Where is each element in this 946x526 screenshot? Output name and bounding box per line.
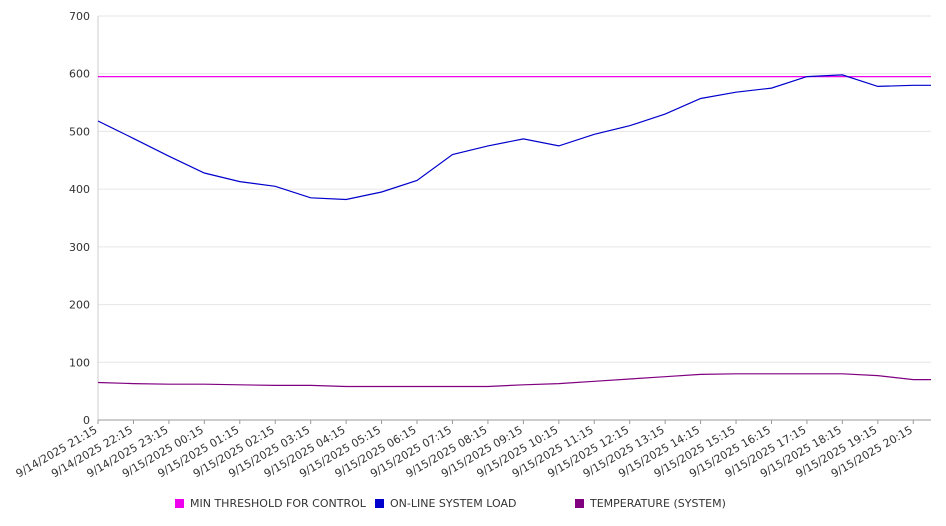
axes: [97, 16, 931, 424]
legend-label-min-threshold: MIN THRESHOLD FOR CONTROL: [190, 497, 366, 510]
legend-item-min-threshold[interactable]: MIN THRESHOLD FOR CONTROL: [175, 497, 366, 510]
x-tick-labels: 9/14/2025 21:159/14/2025 22:159/14/2025 …: [14, 423, 915, 480]
legend-swatch-min-threshold: [175, 499, 184, 508]
y-tick-label: 600: [69, 68, 90, 81]
y-tick-labels: 0 100 200 300 400 500 600 700: [69, 10, 90, 427]
legend-label-temperature: TEMPERATURE (SYSTEM): [590, 497, 726, 510]
gridlines: [98, 15, 931, 363]
y-tick-label: 300: [69, 241, 90, 254]
y-tick-label: 100: [69, 356, 90, 369]
legend-swatch-temperature: [575, 499, 584, 508]
series-line-1: [97, 74, 931, 201]
series-line-2: [97, 373, 931, 388]
y-tick-label: 0: [83, 414, 90, 427]
legend: MIN THRESHOLD FOR CONTROL ON-LINE SYSTEM…: [0, 497, 946, 515]
legend-item-system-load[interactable]: ON-LINE SYSTEM LOAD: [375, 497, 516, 510]
legend-swatch-system-load: [375, 499, 384, 508]
legend-label-system-load: ON-LINE SYSTEM LOAD: [390, 497, 517, 510]
series-lines: [97, 74, 931, 388]
y-tick-label: 200: [69, 299, 90, 312]
y-tick-label: 500: [69, 125, 90, 138]
y-tick-label: 400: [69, 183, 90, 196]
legend-item-temperature[interactable]: TEMPERATURE (SYSTEM): [575, 497, 726, 510]
y-tick-label: 700: [69, 10, 90, 23]
